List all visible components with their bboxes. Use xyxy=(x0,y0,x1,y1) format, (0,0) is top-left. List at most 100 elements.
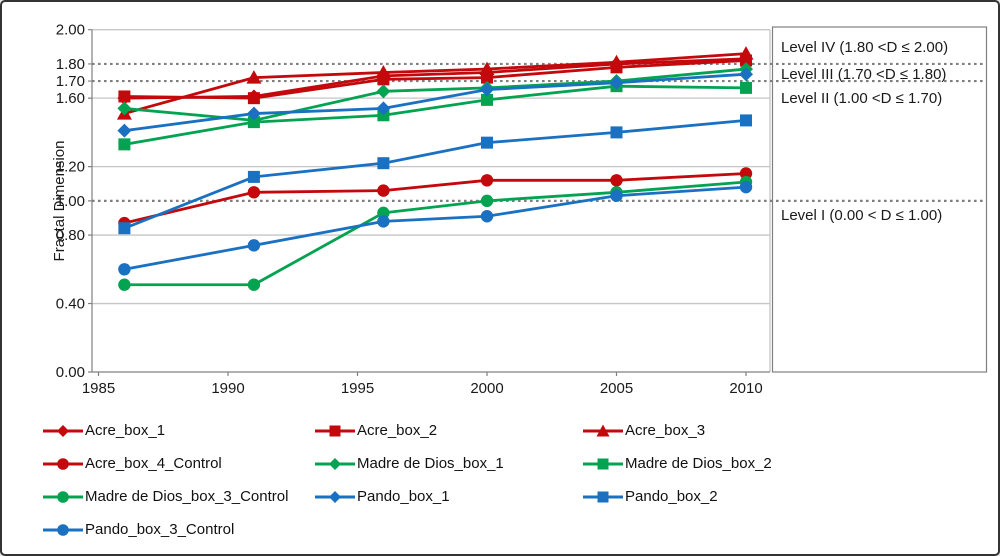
legend-label: Pando_box_1 xyxy=(357,488,450,505)
circle-marker-Pando_box_3_Control xyxy=(247,239,261,252)
legend-label: Pando_box_2 xyxy=(625,488,718,505)
y-axis-title: Fractal Dimension xyxy=(51,141,68,262)
x-tick-label: 2010 xyxy=(729,380,762,397)
legend-item-Acre_box_3: Acre_box_3 xyxy=(582,422,992,440)
circle-marker-Madre de Dios_box_3_Control xyxy=(377,206,390,220)
plot-area: 0.00 0.40 0.80 1.00 1.20 1.601.701.80 2.00 1985… xyxy=(56,22,988,397)
legend-marker-square-icon xyxy=(583,491,623,502)
chart-legend: Acre_box_1 Acre_box_2 Acre_box_3 Acre_box_4… xyxy=(42,414,992,546)
x-tick-label: 1985 xyxy=(82,380,115,397)
circle-marker-Pando_box_3_Control xyxy=(739,180,753,194)
triangle-marker-Acre_box_3 xyxy=(609,54,624,69)
legend-item-Pando_box_3_Control: Pando_box_3_Control xyxy=(42,521,314,539)
circle-marker-Pando_box_3_Control xyxy=(377,215,390,228)
y-tick-label: 0.80 xyxy=(56,227,85,244)
square-marker-Pando_box_2 xyxy=(377,157,390,170)
diamond-icon xyxy=(329,457,341,470)
square-marker-Acre_box_2 xyxy=(118,90,131,103)
square-marker-Pando_box_2 xyxy=(481,136,493,149)
triangle-marker-Acre_box_3 xyxy=(479,61,495,76)
legend-label: Pando_box_3_Control xyxy=(85,521,235,538)
diamond-icon xyxy=(57,424,69,437)
level-label-3: Level III (1.70 <D ≤ 1.80) xyxy=(781,66,946,83)
circle-icon xyxy=(57,523,69,536)
legend-label: Madre de Dios_box_2 xyxy=(625,455,772,472)
diamond-marker-Pando_box_1 xyxy=(376,101,391,116)
square-marker-Acre_box_2 xyxy=(247,92,260,105)
diamond-icon xyxy=(329,490,341,503)
y-tick-label: 1.00 xyxy=(56,193,85,210)
square-icon xyxy=(597,458,609,469)
x-tick-label: 2000 xyxy=(470,380,503,397)
circle-marker-Madre de Dios_box_3_Control xyxy=(247,278,261,291)
circle-marker-Acre_box_4_Control xyxy=(377,184,390,197)
legend-item-Madre de Dios_box_2: Madre de Dios_box_2 xyxy=(582,455,992,473)
circle-marker-Pando_box_3_Control xyxy=(118,263,131,276)
triangle-marker-Acre_box_3 xyxy=(375,64,391,79)
x-tick-label: 1995 xyxy=(341,380,374,397)
level-annotation-box xyxy=(771,26,988,373)
fractal-dimension-chart: Fractal Dimension 0.00 0.40 0.80 1.00 1.20 1.… xyxy=(51,22,988,397)
series-line-Madre de Dios_box_2 xyxy=(124,84,747,146)
diamond-marker-Pando_box_1 xyxy=(117,123,132,138)
diamond-marker-Pando_box_1 xyxy=(609,75,624,90)
triangle-icon xyxy=(596,424,610,436)
legend-item-Pando_box_2: Pando_box_2 xyxy=(582,488,992,506)
legend-item-Madre de Dios_box_3_Control: Madre de Dios_box_3_Control xyxy=(42,488,314,506)
circle-marker-Acre_box_4_Control xyxy=(610,174,623,187)
legend-item-Acre_box_2: Acre_box_2 xyxy=(314,422,582,440)
circle-marker-Acre_box_4_Control xyxy=(739,167,753,180)
x-tick-label: 1990 xyxy=(211,380,244,397)
series-line-Madre de Dios_box_3_Control xyxy=(124,180,747,287)
x-tick-label: 2005 xyxy=(600,380,633,397)
circle-marker-Madre de Dios_box_3_Control xyxy=(480,194,494,208)
triangle-marker-Acre_box_3 xyxy=(738,46,754,60)
y-tick-label: 1.70 xyxy=(56,73,85,90)
y-tick-label: 1.80 xyxy=(56,56,85,73)
circle-marker-Pando_box_3_Control xyxy=(480,210,494,223)
series-line-Pando_box_1 xyxy=(124,72,747,133)
square-marker-Pando_box_2 xyxy=(247,170,260,183)
square-marker-Madre de Dios_box_2 xyxy=(740,81,752,94)
square-marker-Madre de Dios_box_2 xyxy=(481,93,493,106)
square-marker-Madre de Dios_box_2 xyxy=(118,138,131,151)
legend-label: Madre de Dios_box_1 xyxy=(357,455,504,472)
legend-marker-triangle-icon xyxy=(583,424,623,436)
legend-item-Acre_box_1: Acre_box_1 xyxy=(42,422,314,440)
circle-marker-Acre_box_4_Control xyxy=(247,186,261,199)
diamond-marker-Pando_box_1 xyxy=(480,82,494,97)
circle-marker-Madre de Dios_box_3_Control xyxy=(118,278,131,291)
triangle-marker-Acre_box_3 xyxy=(246,70,262,84)
series-line-Acre_box_2 xyxy=(124,59,747,100)
square-icon xyxy=(597,491,609,502)
y-tick-label: 0.00 xyxy=(56,364,85,381)
legend-marker-diamond-icon xyxy=(315,457,355,470)
diamond-marker-Madre de Dios_box_1 xyxy=(117,101,132,116)
y-tick-label: 2.00 xyxy=(56,22,85,39)
y-tick-label: 1.20 xyxy=(56,159,85,176)
circle-marker-Acre_box_4_Control xyxy=(480,174,494,187)
level-label-2: Level II (1.00 <D ≤ 1.70) xyxy=(781,90,942,107)
circle-marker-Pando_box_3_Control xyxy=(610,189,623,202)
legend-label: Acre_box_4_Control xyxy=(85,455,222,472)
legend-item-Pando_box_1: Pando_box_1 xyxy=(314,488,582,506)
square-marker-Madre de Dios_box_2 xyxy=(247,116,260,129)
legend-item-Acre_box_4_Control: Acre_box_4_Control xyxy=(42,455,314,473)
legend-marker-circle-icon xyxy=(43,457,83,470)
circle-icon xyxy=(57,457,69,470)
legend-marker-square-icon xyxy=(315,425,355,436)
legend-label: Madre de Dios_box_3_Control xyxy=(85,488,289,505)
legend-marker-square-icon xyxy=(583,458,623,469)
y-tick-label: 0.40 xyxy=(56,296,85,313)
square-icon xyxy=(329,425,341,436)
square-marker-Pando_box_2 xyxy=(118,222,131,235)
legend-marker-circle-icon xyxy=(43,490,83,503)
diamond-marker-Pando_box_1 xyxy=(246,106,261,121)
legend-marker-circle-icon xyxy=(43,523,83,536)
series-line-Acre_box_4_Control xyxy=(124,172,747,225)
level-label-4: Level IV (1.80 <D ≤ 2.00) xyxy=(781,39,948,56)
legend-label: Acre_box_2 xyxy=(357,422,438,439)
diamond-marker-Madre de Dios_box_1 xyxy=(376,84,391,99)
square-marker-Pando_box_2 xyxy=(740,114,752,127)
